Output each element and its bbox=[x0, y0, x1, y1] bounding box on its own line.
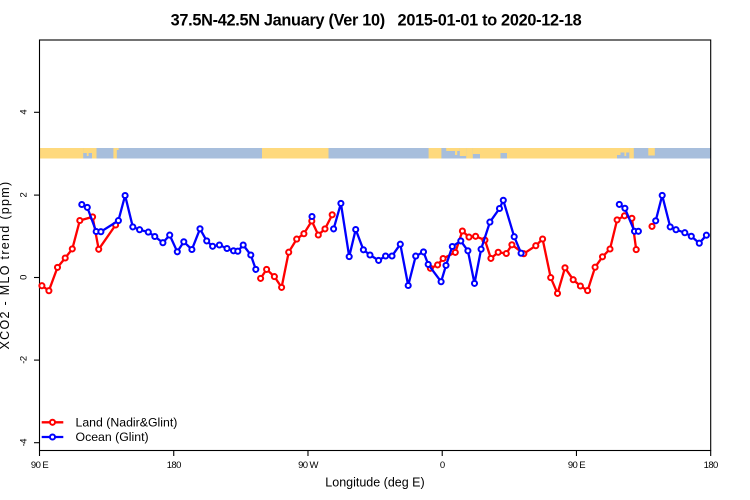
svg-text:Longitude (deg E): Longitude (deg E) bbox=[325, 476, 424, 490]
svg-text:180: 180 bbox=[167, 460, 181, 471]
svg-text:0: 0 bbox=[19, 275, 30, 280]
svg-text:4: 4 bbox=[19, 110, 30, 115]
svg-text:90 E: 90 E bbox=[31, 460, 48, 471]
svg-text:180: 180 bbox=[704, 460, 718, 471]
svg-text:Land (Nadir&Glint): Land (Nadir&Glint) bbox=[76, 416, 178, 430]
svg-text:90 E: 90 E bbox=[568, 460, 585, 471]
svg-text:XCO2 - MLO trend (ppm): XCO2 - MLO trend (ppm) bbox=[0, 181, 12, 350]
svg-text:-4: -4 bbox=[19, 439, 30, 447]
svg-text:Ocean (Glint): Ocean (Glint) bbox=[76, 430, 149, 444]
svg-text:0: 0 bbox=[440, 460, 445, 471]
svg-text:-2: -2 bbox=[19, 356, 30, 364]
svg-text:37.5N-42.5N January (Ver 10): 37.5N-42.5N January (Ver 10) 2015-01-01 … bbox=[171, 12, 582, 30]
svg-text:90 W: 90 W bbox=[298, 460, 318, 471]
svg-text:2: 2 bbox=[19, 192, 30, 197]
